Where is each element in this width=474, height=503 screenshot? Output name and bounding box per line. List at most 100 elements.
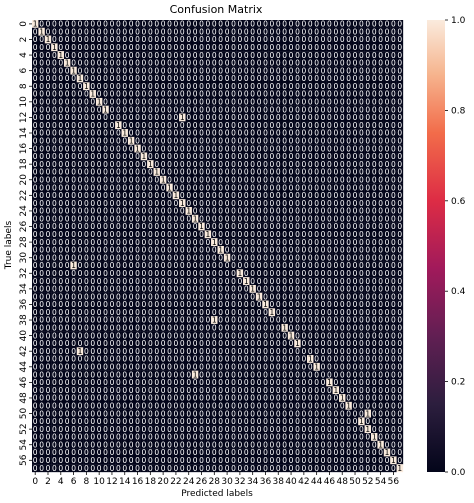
cell-value-label: 0 xyxy=(301,35,306,44)
cell-value-label: 0 xyxy=(84,51,89,60)
cell-value-label: 0 xyxy=(244,74,249,83)
heatmap-cell xyxy=(83,20,90,28)
heatmap-cell xyxy=(185,20,193,28)
cell-value-label: 0 xyxy=(148,66,153,75)
heatmap-cell xyxy=(57,43,65,52)
cell-value-label: 0 xyxy=(295,74,300,83)
cell-value-label: 0 xyxy=(180,27,185,36)
cell-value-label: 0 xyxy=(58,66,63,75)
cell-value-label: 0 xyxy=(231,35,236,44)
heatmap-cell xyxy=(351,66,359,75)
cell-value-label: 0 xyxy=(174,82,179,91)
heatmap-cell xyxy=(275,58,282,67)
heatmap-cell xyxy=(127,58,135,67)
cell-value-label: 0 xyxy=(142,20,147,29)
cell-value-label: 0 xyxy=(225,35,230,44)
heatmap-cell xyxy=(255,35,263,44)
cell-value-label: 0 xyxy=(212,27,217,36)
heatmap-cell xyxy=(223,43,231,52)
heatmap-cell xyxy=(243,43,250,52)
heatmap-cell xyxy=(38,51,45,60)
heatmap-cell xyxy=(166,82,173,91)
cell-value-label: 0 xyxy=(206,66,211,75)
cell-value-label: 0 xyxy=(289,74,294,83)
heatmap-cell xyxy=(108,20,116,28)
heatmap-cell xyxy=(63,51,71,60)
cell-value-label: 0 xyxy=(372,43,377,52)
heatmap-cell xyxy=(345,82,352,91)
cell-value-label: 0 xyxy=(71,59,76,68)
heatmap-cell xyxy=(358,82,365,91)
cell-value-label: 0 xyxy=(193,43,198,52)
heatmap-cell xyxy=(211,82,218,91)
heatmap-cell xyxy=(76,82,84,91)
heatmap-cell xyxy=(76,27,84,36)
heatmap-cell xyxy=(383,43,391,52)
heatmap-cell xyxy=(140,27,148,36)
cell-value-label: 0 xyxy=(218,27,223,36)
cell-value-label: 0 xyxy=(199,59,204,68)
heatmap-cell xyxy=(57,20,65,28)
cell-value-label: 0 xyxy=(180,82,185,91)
cell-value-label: 0 xyxy=(346,66,351,75)
cell-value-label: 0 xyxy=(212,35,217,44)
cell-value-label: 0 xyxy=(52,66,57,75)
cell-value-label: 0 xyxy=(321,51,326,60)
cell-value-label: 0 xyxy=(148,35,153,44)
heatmap-cell xyxy=(89,66,97,75)
cell-value-label: 0 xyxy=(218,82,223,91)
cell-value-label: 0 xyxy=(276,35,281,44)
heatmap-cell xyxy=(319,20,327,28)
cell-value-label: 0 xyxy=(257,74,262,83)
cell-value-label: 0 xyxy=(250,43,255,52)
heatmap-cell xyxy=(115,35,122,44)
heatmap-cell xyxy=(185,82,193,91)
cell-value-label: 0 xyxy=(110,82,115,91)
heatmap-cell xyxy=(147,58,154,67)
cell-value-label: 0 xyxy=(365,82,370,91)
heatmap-cell xyxy=(236,74,244,83)
heatmap-cell xyxy=(159,82,167,91)
cell-value-label: 0 xyxy=(180,66,185,75)
heatmap-cell xyxy=(134,27,141,36)
heatmap-cell xyxy=(223,74,231,83)
cell-value-label: 0 xyxy=(314,59,319,68)
heatmap-cell xyxy=(51,66,58,75)
cell-value-label: 0 xyxy=(103,43,108,52)
heatmap-cell xyxy=(351,20,359,28)
heatmap-cell xyxy=(44,58,52,67)
cell-value-label: 0 xyxy=(314,66,319,75)
cell-value-label: 0 xyxy=(58,82,63,91)
cell-value-label: 0 xyxy=(52,74,57,83)
heatmap-cell xyxy=(134,35,141,44)
cell-value-label: 0 xyxy=(289,43,294,52)
heatmap-cell xyxy=(268,82,276,91)
cell-value-label: 0 xyxy=(257,82,262,91)
heatmap-cell xyxy=(345,35,352,44)
cell-value-label: 0 xyxy=(257,27,262,36)
cell-value-label: 0 xyxy=(327,20,332,29)
cell-value-label: 0 xyxy=(263,66,268,75)
heatmap-cell xyxy=(307,27,314,36)
heatmap-cell xyxy=(255,20,263,28)
heatmap-cell xyxy=(230,74,237,83)
cell-value-label: 0 xyxy=(333,59,338,68)
cell-value-label: 0 xyxy=(282,35,287,44)
heatmap-cell xyxy=(371,58,378,67)
cell-value-label: 0 xyxy=(365,59,370,68)
cell-value-label: 0 xyxy=(391,20,396,29)
heatmap-cell xyxy=(319,27,327,36)
cell-value-label: 0 xyxy=(58,20,63,29)
cell-value-label: 0 xyxy=(276,74,281,83)
heatmap-cell xyxy=(57,35,65,44)
heatmap-cell xyxy=(38,27,45,36)
heatmap-cell xyxy=(390,20,397,28)
heatmap-cell xyxy=(319,66,327,75)
cell-value-label: 0 xyxy=(244,43,249,52)
cell-value-label: 0 xyxy=(391,51,396,60)
heatmap-cell xyxy=(236,43,244,52)
heatmap-cell xyxy=(44,82,52,91)
cell-value-label: 0 xyxy=(327,66,332,75)
cell-value-label: 0 xyxy=(71,82,76,91)
cell-value-label: 0 xyxy=(103,27,108,36)
